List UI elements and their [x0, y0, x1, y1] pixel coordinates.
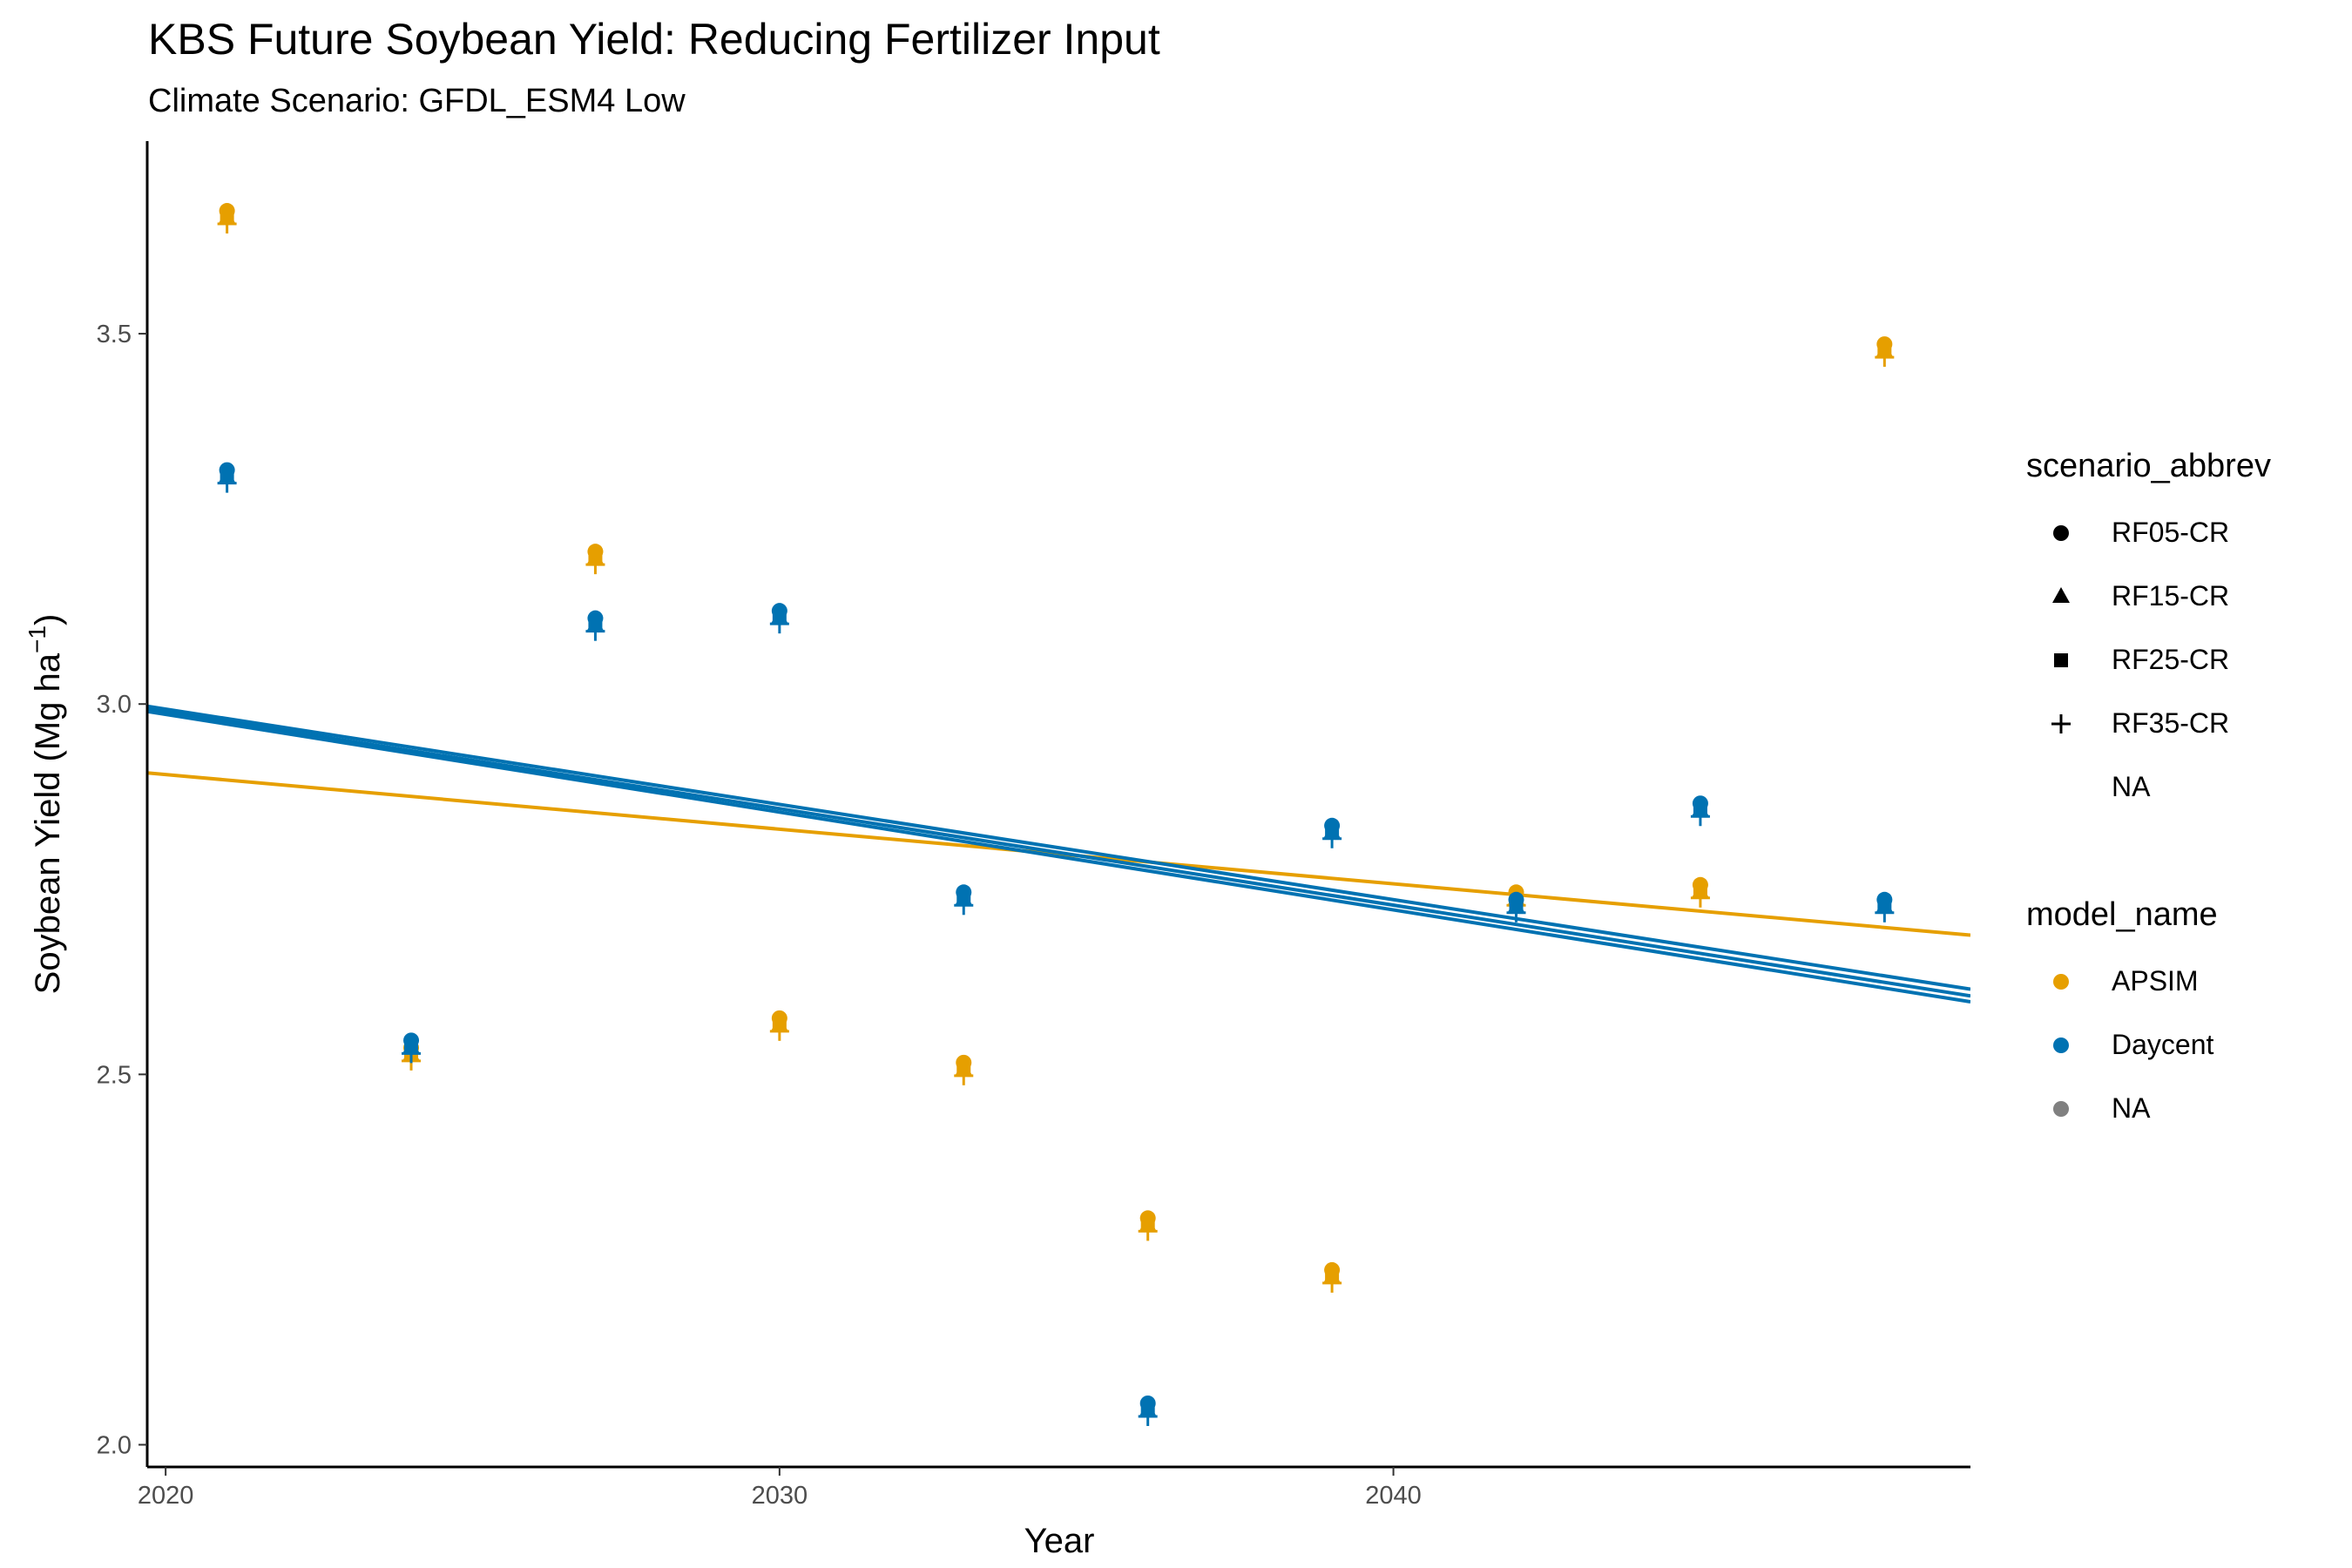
chart-title: KBS Future Soybean Yield: Reducing Ferti… — [148, 15, 1160, 64]
legend-item-label: RF35-CR — [2112, 707, 2229, 739]
legend-title: model_name — [2026, 896, 2218, 933]
data-point-daycent — [402, 1032, 422, 1064]
data-point-daycent — [585, 610, 605, 641]
marker-circle — [219, 462, 235, 478]
legend-item-label: NA — [2112, 771, 2151, 802]
marker-circle — [587, 610, 604, 626]
data-point-apsim — [585, 544, 605, 575]
y-axis-title: Soybean Yield (Mg ha−1) — [24, 614, 67, 995]
legend-key-circle — [2053, 525, 2069, 541]
data-point-apsim — [217, 203, 237, 234]
trend-line-daycent — [147, 707, 1970, 998]
marker-circle — [1139, 1395, 1156, 1411]
legend-item-label: RF05-CR — [2112, 517, 2229, 548]
legend-item-label: RF25-CR — [2112, 644, 2229, 675]
marker-circle — [1139, 1210, 1156, 1227]
data-point-daycent — [1875, 891, 1895, 923]
legend-key-dot — [2053, 1101, 2069, 1117]
x-tick-label: 2030 — [752, 1482, 808, 1510]
legend-item-label: RF15-CR — [2112, 580, 2229, 612]
marker-circle — [219, 203, 235, 220]
data-point-apsim — [1138, 1210, 1158, 1241]
y-tick-label: 3.0 — [97, 691, 132, 719]
x-tick-label: 2020 — [138, 1482, 194, 1510]
data-point-daycent — [1506, 891, 1526, 923]
data-point-daycent — [769, 603, 789, 634]
chart-subtitle: Climate Scenario: GFDL_ESM4 Low — [148, 83, 686, 119]
marker-circle — [587, 544, 604, 560]
marker-circle — [956, 884, 972, 901]
y-ticks: 2.0 2.5 3.0 3.5 — [97, 321, 147, 1459]
legend-item-label: APSIM — [2112, 965, 2199, 997]
legend-key-triangle — [2052, 587, 2070, 603]
x-axis-title: Year — [1024, 1522, 1095, 1560]
marker-circle — [1508, 891, 1524, 908]
data-point-apsim — [1875, 336, 1895, 368]
legends: scenario_abbrev RF05-CR RF15-CR RF25-CR RF35… — [2026, 448, 2271, 1124]
y-axis-title-suffix: ) — [29, 614, 67, 625]
marker-circle — [1876, 891, 1893, 908]
marker-circle — [1324, 1261, 1341, 1278]
trend-line-daycent — [147, 709, 1970, 1004]
marker-circle — [771, 603, 787, 619]
y-tick-label: 2.0 — [97, 1431, 132, 1459]
data-point-daycent — [1690, 795, 1710, 827]
data-point-daycent — [954, 884, 974, 916]
marker-circle — [956, 1054, 972, 1071]
legend-title: scenario_abbrev — [2026, 448, 2271, 484]
x-tick-label: 2040 — [1365, 1482, 1422, 1510]
y-tick-label: 2.5 — [97, 1061, 132, 1089]
marker-circle — [1692, 795, 1708, 812]
x-ticks: 2020 2030 2040 — [138, 1467, 1422, 1510]
legend-item-label: NA — [2112, 1092, 2151, 1124]
marker-circle — [403, 1032, 420, 1049]
y-tick-label: 3.5 — [97, 321, 132, 348]
data-point-daycent — [1138, 1395, 1158, 1426]
data-point-daycent — [217, 462, 237, 493]
legend-key-square — [2054, 653, 2068, 667]
data-point-daycent — [1322, 817, 1342, 848]
y-axis-title-main: Soybean Yield (Mg ha — [29, 652, 67, 994]
marker-circle — [1324, 817, 1341, 834]
marker-circle — [1692, 876, 1708, 893]
data-point-apsim — [1690, 876, 1710, 908]
legend-item-label: Daycent — [2112, 1029, 2214, 1060]
legend-key-dot — [2053, 974, 2069, 990]
data-point-apsim — [954, 1054, 974, 1085]
data-point-apsim — [769, 1010, 789, 1041]
y-axis-title-superscript: −1 — [24, 625, 51, 653]
data-point-apsim — [1322, 1261, 1342, 1293]
trend-line-daycent — [147, 704, 1970, 991]
marker-circle — [771, 1010, 787, 1026]
marker-circle — [1876, 336, 1893, 353]
plot-area — [147, 203, 1970, 1426]
legend-key-plus — [2051, 714, 2071, 733]
legend-key-dot — [2053, 1037, 2069, 1053]
